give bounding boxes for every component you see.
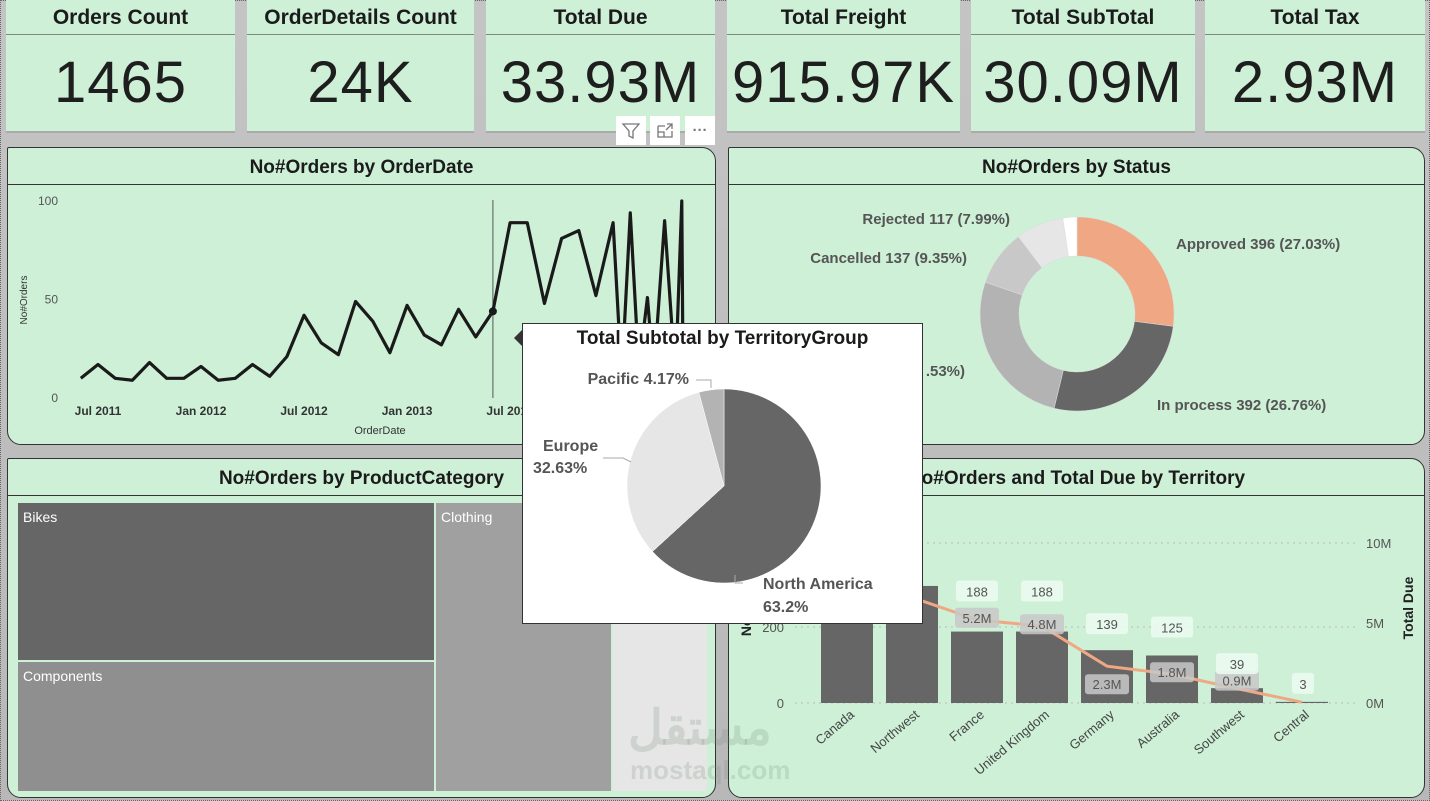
donut-label: .53%)	[926, 363, 965, 380]
donut-slice	[979, 281, 1064, 409]
card-value: 33.93M	[500, 50, 701, 115]
x-tick-label: Southwest	[1191, 707, 1247, 758]
pie-label-europe: Europe	[543, 438, 598, 455]
treemap-components[interactable]: Components	[18, 662, 434, 791]
card-orderdetails-count[interactable]: OrderDetails Count 24K	[247, 0, 474, 133]
bar-france	[951, 631, 1003, 703]
chart-title: Total Subtotal by TerritoryGroup	[576, 328, 869, 349]
bar-united-kingdom	[1016, 631, 1068, 703]
card-value: 915.97K	[731, 50, 956, 115]
total-due-label: 1.8M	[1158, 665, 1187, 680]
card-title: Total Tax	[1205, 0, 1425, 35]
pie-slice	[626, 392, 725, 552]
x-tick-label: Canada	[812, 706, 857, 747]
x-tick-label: Germany	[1066, 706, 1117, 752]
data-label-bg	[1151, 616, 1193, 638]
card-value: 2.93M	[1231, 50, 1399, 115]
leader-line	[696, 379, 712, 388]
donut-slice	[1062, 216, 1078, 257]
chart-title: No#Orders and Total Due by Territory	[729, 459, 1424, 496]
leader-line	[603, 457, 632, 463]
data-label-bg	[1085, 674, 1129, 695]
order-count-label: 3	[1299, 677, 1306, 692]
card-title: Total Due	[486, 0, 715, 35]
tooltip-pointer	[514, 330, 522, 346]
bar-central	[1276, 701, 1328, 703]
card-title: Total Freight	[727, 0, 960, 35]
x-tick-label: Jan 2013	[382, 404, 433, 418]
data-label-bg	[956, 580, 998, 602]
data-label-bg	[955, 607, 999, 628]
y2-axis-title: Total Due	[1400, 576, 1416, 639]
order-count-label: 139	[1096, 617, 1118, 632]
y-tick-label: 100	[38, 194, 58, 208]
chart-title: No#Orders by Status	[729, 148, 1424, 185]
tooltip-pie-card: Total Subtotal by TerritoryGroup North A…	[522, 323, 923, 624]
filter-icon[interactable]	[616, 116, 646, 145]
y-tick-label: 50	[45, 293, 59, 307]
more-options-icon[interactable]: ···	[685, 116, 715, 145]
x-tick-label: Northwest	[867, 707, 922, 756]
y-axis-title: No#Orders	[19, 276, 30, 325]
focus-mode-icon[interactable]	[650, 116, 680, 145]
card-title: Orders Count	[6, 0, 235, 35]
chart-title: No#Orders by ProductCategory	[8, 459, 715, 496]
x-tick-label: Australia	[1134, 706, 1183, 750]
x-tick-label: Jan 2012	[176, 404, 227, 418]
donut-label: Approved 396 (27.03%)	[1176, 236, 1340, 253]
card-total-freight[interactable]: Total Freight 915.97K	[727, 0, 960, 133]
card-value: 24K	[307, 50, 414, 115]
donut-slice	[1053, 321, 1174, 412]
data-label-bg	[1150, 662, 1194, 683]
x-tick-label: Central	[1270, 707, 1312, 746]
card-total-subtotal[interactable]: Total SubTotal 30.09M	[971, 0, 1195, 133]
card-title: Total SubTotal	[971, 0, 1195, 35]
total-due-label: 2.3M	[1093, 677, 1122, 692]
pie-label-north-america: North America	[763, 576, 873, 593]
y-tick-label: 0	[51, 391, 58, 405]
y2-tick-label: 10M	[1366, 536, 1391, 551]
donut-label: Cancelled 137 (9.35%)	[810, 250, 967, 267]
chart-title: No#Orders by OrderDate	[8, 148, 715, 185]
x-tick-label: France	[946, 707, 987, 745]
pie-value-north-america: 63.2%	[763, 599, 808, 616]
y2-tick-label: 5M	[1366, 616, 1384, 631]
donut-label: Rejected 117 (7.99%)	[862, 211, 1010, 228]
data-label-bg	[1216, 653, 1258, 675]
order-count-label: 188	[1031, 585, 1053, 600]
order-count-label: 39	[1230, 657, 1244, 672]
card-orders-count[interactable]: Orders Count 1465	[6, 0, 235, 133]
donut-slice	[1076, 216, 1175, 327]
pie-value-europe: 32.63%	[533, 460, 587, 477]
data-label-bg	[1020, 614, 1064, 635]
total-due-label: 0.9M	[1223, 674, 1252, 689]
total-due-label: 4.8M	[1028, 617, 1057, 632]
y-tick-label: 0	[777, 696, 784, 711]
card-title: OrderDetails Count	[247, 0, 474, 35]
x-tick-label: Jul 2012	[280, 404, 328, 418]
pie-slice	[652, 388, 822, 584]
y2-tick-label: 0M	[1366, 696, 1384, 711]
card-total-tax[interactable]: Total Tax 2.93M	[1205, 0, 1425, 133]
data-point	[488, 307, 497, 316]
total-due-label: 5.2M	[963, 611, 992, 626]
order-count-label: 188	[966, 585, 988, 600]
data-label-bg	[1215, 670, 1259, 691]
pie-slice	[698, 388, 725, 487]
data-label-bg	[1292, 672, 1314, 694]
card-value: 30.09M	[983, 50, 1183, 115]
card-value: 1465	[53, 50, 188, 115]
pie-chart: North America 63.2% Europe 32.63% Pacific 4.…	[533, 371, 873, 616]
data-label-bg	[1021, 580, 1063, 602]
x-tick-label: Jul 2011	[75, 404, 122, 418]
leader-line	[734, 575, 743, 584]
data-label-bg	[1086, 613, 1128, 635]
card-total-due[interactable]: Total Due 33.93M	[486, 0, 715, 133]
pie-label-pacific: Pacific 4.17%	[588, 371, 689, 388]
donut-label: In process 392 (26.76%)	[1157, 397, 1326, 414]
x-axis-title: OrderDate	[354, 425, 405, 437]
order-count-label: 125	[1161, 621, 1183, 636]
treemap-bikes[interactable]: Bikes	[18, 503, 434, 660]
